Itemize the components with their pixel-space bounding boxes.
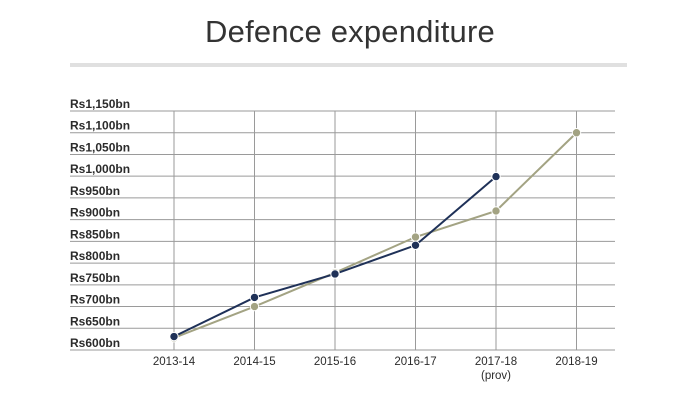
x-tick-label: 2014-15 (233, 356, 275, 368)
y-tick-label: Rs800bn (70, 249, 120, 263)
y-tick-label: Rs850bn (70, 227, 120, 241)
title-underline (70, 63, 627, 67)
series-1-point (491, 171, 501, 182)
grid-lines (70, 110, 615, 351)
x-tick-label: 2013-14 (153, 356, 196, 368)
y-tick-label: Rs900bn (70, 206, 120, 220)
x-tick-label: 2015-16 (314, 356, 356, 368)
y-tick-label: Rs1,100bn (70, 119, 130, 133)
x-axis-tick-labels: 2013-14 2014-15 2015-16 2016-17 2017-18 (prov… (153, 356, 598, 382)
y-axis-tick-labels: Rs600bn Rs650bn Rs700bn Rs750bn Rs800bn Rs850… (70, 97, 130, 350)
x-tick-label: 2016-17 (394, 356, 436, 368)
series-points (169, 128, 582, 343)
y-tick-label: Rs1,050bn (70, 140, 130, 154)
series-2-point (249, 301, 260, 312)
series-2-point (491, 206, 501, 216)
x-tick-label: 2017-18 (475, 356, 517, 368)
x-tick-sublabel: (prov) (481, 370, 511, 382)
chart-title: Defence expenditure (205, 14, 495, 49)
x-tick-label: 2018-19 (555, 356, 597, 368)
series-line-2 (173, 132, 578, 339)
series-2-point (571, 128, 582, 138)
series-1-point (249, 292, 260, 303)
y-tick-label: Rs700bn (70, 293, 120, 307)
y-tick-label: Rs650bn (70, 314, 120, 328)
series-1-point (169, 331, 179, 342)
series-lines (173, 132, 578, 339)
y-tick-label: Rs750bn (70, 271, 120, 285)
y-tick-label: Rs1,150bn (70, 97, 130, 111)
series-2-point (410, 232, 421, 242)
series-1-point (330, 269, 340, 279)
series-1-point (410, 240, 421, 250)
y-tick-label: Rs600bn (70, 336, 120, 350)
y-tick-label: Rs950bn (70, 184, 120, 198)
y-tick-label: Rs1,000bn (70, 162, 130, 176)
